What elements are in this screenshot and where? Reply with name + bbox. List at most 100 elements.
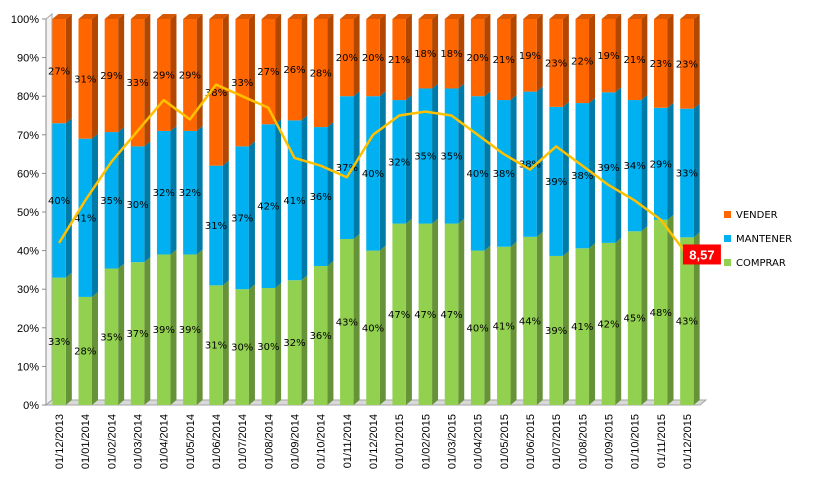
bar-segment — [261, 19, 276, 125]
bar-side — [196, 249, 203, 405]
bar-side — [301, 275, 308, 405]
data-label: 41% — [493, 321, 515, 332]
x-tick-label: 01/02/2015 — [420, 414, 432, 469]
bar-segment — [287, 280, 302, 405]
bar-segment — [523, 236, 537, 405]
trend-line — [58, 83, 688, 256]
data-label: 33% — [676, 169, 698, 180]
y-tick-label: 20% — [17, 323, 39, 335]
data-label: 23% — [650, 59, 672, 70]
bar-segment — [104, 268, 119, 405]
x-tick-label: 01/01/2015 — [394, 414, 406, 469]
legend-label: MANTENER — [736, 234, 792, 245]
data-label: 41% — [283, 196, 305, 207]
bar-side — [432, 218, 439, 405]
x-tick-label: 01/11/2015 — [656, 414, 668, 468]
bar-side — [196, 14, 203, 131]
bar-side — [458, 14, 465, 89]
bar-side — [275, 14, 282, 125]
bar-side — [484, 91, 491, 251]
bar-side — [589, 243, 596, 405]
bar-segment — [654, 19, 668, 108]
bar-segment — [52, 19, 66, 124]
bar-side — [667, 214, 674, 405]
data-label: 32% — [283, 338, 305, 349]
bar-side — [222, 160, 229, 286]
bar-segment — [549, 255, 563, 405]
bar-side — [432, 83, 439, 224]
x-tick-label: 01/03/2015 — [446, 414, 458, 469]
bar-segment — [287, 120, 302, 281]
bar-segment — [287, 19, 302, 121]
bar-segment — [575, 103, 590, 249]
bar-segment — [444, 223, 459, 405]
y-tick-label: 70% — [17, 130, 39, 142]
data-label: 38% — [493, 169, 515, 180]
bar-segment — [261, 288, 276, 405]
data-label: 44% — [519, 316, 541, 327]
bar-segment — [601, 19, 616, 93]
data-label: 31% — [205, 341, 227, 352]
bar-top — [130, 14, 151, 19]
data-label: 35% — [100, 332, 122, 343]
bar-segment — [392, 19, 406, 101]
data-label: 45% — [623, 314, 645, 325]
data-label: 38% — [519, 160, 541, 171]
bar-side — [248, 14, 255, 147]
bar-segment — [52, 277, 66, 405]
data-label: 20% — [362, 53, 384, 64]
x-tick-label: 01/08/2014 — [263, 414, 275, 469]
chart-bars — [52, 14, 700, 405]
bar-side — [693, 14, 700, 109]
legend-swatch — [724, 259, 731, 266]
data-label: 31% — [74, 74, 96, 85]
x-tick-label: 01/12/2013 — [54, 414, 66, 469]
bar-segment — [156, 254, 171, 405]
bar-side — [91, 14, 98, 139]
data-label: 32% — [153, 188, 175, 199]
data-label: 39% — [153, 325, 175, 336]
chart-data-labels: 33% 40% 27% 28% 41% 31% 35% 35% 29% 37% 30% 33% 39% 3… — [48, 49, 698, 357]
data-label: 40% — [467, 169, 489, 180]
chart-legend: VENDER MANTENER COMPRAR — [724, 210, 792, 269]
data-label: 33% — [126, 78, 148, 89]
data-label: 39% — [179, 325, 201, 336]
bar-segment — [313, 266, 328, 405]
bar-segment — [78, 138, 92, 297]
data-label: 20% — [467, 53, 489, 64]
bar-segment — [313, 127, 328, 267]
bar-segment — [549, 19, 563, 107]
x-tick-label: 01/09/2015 — [603, 414, 615, 469]
x-tick-label: 01/04/2014 — [159, 414, 171, 469]
bar-side — [693, 103, 700, 238]
data-label: 38% — [205, 88, 227, 99]
data-label: 40% — [362, 323, 384, 334]
bar-segment — [418, 88, 433, 224]
bar-side — [222, 280, 229, 405]
bar-side — [510, 241, 517, 405]
bar-segment — [654, 219, 668, 405]
bar-side — [405, 218, 412, 405]
y-tick-label: 60% — [17, 168, 39, 180]
x-tick-label: 01/06/2015 — [525, 414, 537, 469]
bar-top — [313, 14, 334, 19]
bar-side — [510, 14, 517, 101]
value-callout: 8,57 — [682, 244, 721, 265]
legend-label: VENDER — [736, 210, 778, 221]
x-tick-label: 01/05/2014 — [185, 414, 197, 469]
bar-side — [91, 133, 98, 297]
bar-segment — [627, 231, 642, 405]
bar-side — [536, 231, 543, 405]
bar-side — [458, 218, 465, 405]
bar-segment — [523, 91, 537, 237]
x-tick-label: 01/02/2014 — [106, 414, 118, 469]
bar-segment — [104, 19, 119, 133]
bar-side — [91, 291, 98, 405]
data-label: 47% — [388, 310, 410, 321]
data-label: 39% — [545, 177, 567, 188]
bar-side — [353, 14, 360, 97]
data-label: 26% — [283, 65, 305, 76]
bar-segment — [235, 146, 249, 290]
bar-side — [641, 226, 648, 405]
bar-side — [118, 127, 125, 269]
